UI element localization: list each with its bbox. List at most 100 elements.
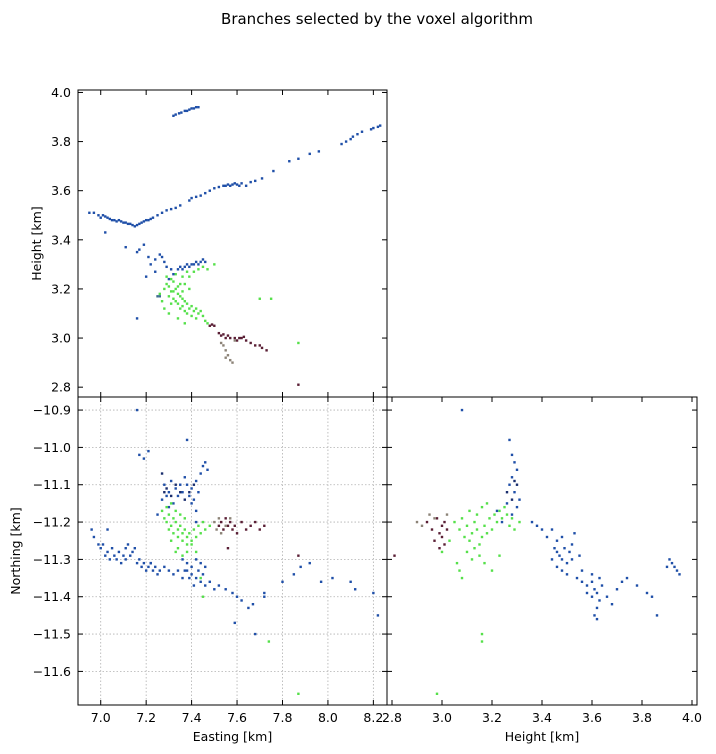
y-tick-label: −11.0 [33, 440, 71, 455]
data-point [263, 591, 266, 595]
data-point [97, 543, 100, 546]
data-point [190, 539, 193, 542]
data-point [369, 128, 373, 131]
data-point [208, 189, 211, 192]
data-point [135, 317, 139, 320]
data-point [183, 498, 186, 501]
data-point [176, 317, 180, 320]
data-point [99, 216, 102, 219]
data-point [201, 520, 205, 524]
data-point [185, 302, 189, 305]
data-point [458, 569, 461, 572]
data-point [372, 591, 375, 595]
data-point [183, 517, 186, 520]
data-point [344, 140, 348, 143]
data-point [445, 513, 449, 516]
data-point [215, 528, 218, 531]
data-point [179, 491, 182, 494]
data-point [317, 150, 321, 153]
data-point [165, 282, 168, 286]
data-point [106, 216, 109, 219]
data-point [244, 528, 248, 531]
data-point [201, 464, 205, 468]
data-point [140, 565, 143, 569]
data-point [213, 324, 216, 327]
data-point [192, 270, 196, 273]
data-point [194, 307, 198, 310]
data-point [560, 558, 564, 561]
data-point [181, 554, 184, 557]
data-point [490, 528, 494, 531]
data-point [169, 502, 173, 505]
data-point [185, 550, 189, 554]
data-point [495, 509, 499, 513]
data-point [197, 569, 200, 572]
data-point [154, 270, 157, 273]
data-point [119, 220, 123, 223]
data-point [673, 565, 676, 569]
data-point [181, 290, 184, 293]
data-point [167, 312, 171, 315]
data-point [433, 517, 436, 520]
data-point [138, 453, 141, 457]
data-point [176, 535, 180, 539]
y-tick-label: 4.0 [51, 85, 71, 100]
data-point [440, 524, 444, 527]
data-point [565, 573, 569, 576]
data-point [115, 558, 118, 561]
data-point [117, 550, 121, 554]
scatter-points [90, 408, 380, 695]
data-point [104, 231, 107, 234]
data-point [165, 520, 168, 524]
data-point [179, 524, 182, 527]
data-point [185, 438, 189, 442]
data-point [177, 112, 181, 115]
data-point [104, 215, 107, 218]
data-point [222, 333, 225, 336]
data-point [319, 580, 323, 583]
data-point [158, 295, 161, 298]
bottom-left-panel: 7.0 7.2 7.4 7.6 7.8 8.0 8.2 −10.9 −11.0 −11.1 −11.… [8, 396, 388, 744]
data-point [565, 561, 569, 565]
data-point [610, 603, 614, 606]
data-point [440, 550, 444, 554]
data-point [142, 220, 146, 223]
data-point [331, 576, 334, 580]
data-point [229, 336, 232, 340]
data-point [263, 595, 266, 598]
data-point [197, 312, 200, 315]
data-point [110, 547, 114, 550]
data-point [555, 550, 559, 554]
data-point [129, 554, 132, 557]
x-tick-label: 3.2 [482, 710, 502, 725]
data-point [197, 491, 200, 494]
data-point [163, 287, 166, 291]
data-point [199, 309, 202, 313]
data-point [192, 309, 196, 313]
data-point [190, 107, 193, 110]
data-point [167, 569, 171, 572]
data-point [292, 573, 296, 576]
data-point [222, 344, 225, 347]
data-point [675, 569, 679, 572]
data-point [510, 476, 514, 479]
data-point [258, 528, 261, 531]
data-point [119, 561, 123, 565]
data-point [204, 319, 207, 323]
data-point [174, 287, 177, 291]
data-point [235, 595, 239, 598]
data-point [174, 509, 177, 513]
data-point [510, 517, 514, 520]
data-point [142, 457, 146, 460]
data-point [181, 558, 184, 561]
data-point [508, 524, 511, 527]
data-point [378, 124, 382, 127]
data-point [500, 520, 504, 524]
data-point [154, 258, 157, 261]
data-point [595, 617, 599, 621]
data-point [190, 543, 193, 546]
data-point [580, 569, 584, 572]
data-point [151, 569, 155, 572]
data-point [165, 275, 168, 278]
data-point [201, 573, 205, 576]
